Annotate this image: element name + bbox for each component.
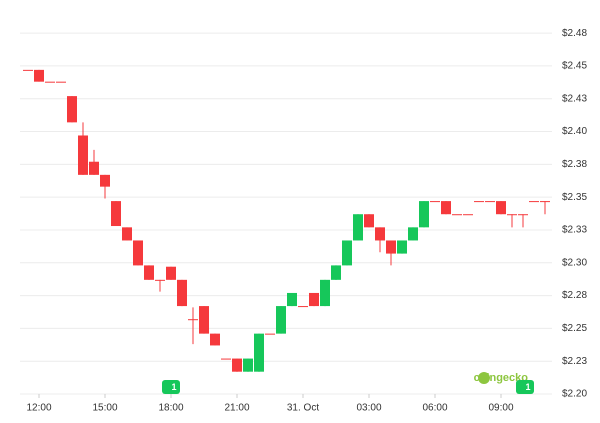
y-tick-label: $2.20 (562, 389, 587, 400)
candle-body (309, 292, 319, 307)
watermark-logo (478, 372, 490, 384)
x-tick-label: 18:00 (158, 403, 183, 414)
candle-body (67, 96, 77, 123)
candle-body (408, 227, 418, 241)
candle-body (56, 81, 66, 83)
candle-body (518, 214, 528, 216)
candle-body (210, 333, 220, 346)
candle-body (89, 161, 99, 175)
candle-body (452, 214, 462, 216)
candle-body (144, 265, 154, 280)
event-marker (162, 380, 180, 394)
y-tick-label: $2.30 (562, 257, 587, 268)
candle-body (419, 201, 429, 228)
y-tick-label: $2.45 (562, 61, 587, 72)
candle-body (155, 279, 165, 281)
y-tick-label: $2.38 (562, 159, 587, 170)
candle-body (375, 227, 385, 241)
event-marker-label: 1 (171, 382, 176, 392)
candle-body (243, 358, 253, 372)
candle-body (342, 240, 352, 266)
candle-body (353, 214, 363, 241)
candle-body (23, 69, 33, 71)
candle-body (397, 240, 407, 254)
event-marker-label: 1 (525, 382, 530, 392)
candle-body (386, 240, 396, 254)
y-tick-label: $2.33 (562, 225, 587, 236)
candle-body (177, 279, 187, 307)
candle-body (254, 333, 264, 372)
y-tick-label: $2.28 (562, 290, 587, 301)
candle-body (298, 306, 308, 308)
candle-body (34, 69, 44, 82)
candle-body (221, 358, 231, 360)
candle-body (287, 292, 297, 307)
y-tick-label: $2.25 (562, 323, 587, 334)
candle-body (463, 214, 473, 216)
candle-body (45, 81, 55, 83)
candle-body (122, 227, 132, 241)
y-tick-label: $2.35 (562, 192, 587, 203)
candle-body (320, 279, 330, 307)
candle-body (364, 214, 374, 228)
y-tick-label: $2.40 (562, 126, 587, 137)
candle-body (485, 201, 495, 203)
candle-body (111, 201, 121, 227)
candle-body (430, 201, 440, 203)
y-tick-label: $2.48 (562, 28, 587, 39)
candle-body (331, 265, 341, 280)
event-marker (516, 380, 534, 394)
x-tick-label: 09:00 (488, 403, 513, 414)
candle-body (100, 174, 110, 187)
candle-body (265, 333, 275, 335)
y-tick-label: $2.23 (562, 356, 587, 367)
x-tick-label: 21:00 (224, 403, 249, 414)
candle-body (540, 201, 550, 203)
candle-body (496, 201, 506, 215)
x-tick-label: 06:00 (422, 403, 447, 414)
x-tick-label: 03:00 (356, 403, 381, 414)
y-tick-label: $2.43 (562, 93, 587, 104)
x-tick-label: 15:00 (92, 403, 117, 414)
candle-body (166, 266, 176, 280)
candle-body (199, 306, 209, 334)
candle-body (507, 214, 517, 216)
candle-body (188, 319, 198, 321)
candle-body (78, 135, 88, 175)
candle-body (133, 240, 143, 266)
candle-body (441, 201, 451, 215)
candle-body (529, 201, 539, 203)
x-tick-label: 12:00 (26, 403, 51, 414)
x-tick-label: 31. Oct (287, 403, 319, 414)
candle-body (232, 358, 242, 372)
candle-body (276, 306, 286, 334)
candle-body (474, 201, 484, 203)
